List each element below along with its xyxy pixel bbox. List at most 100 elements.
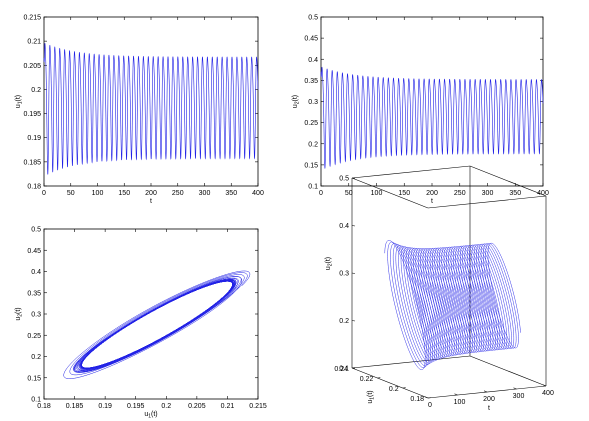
x-axis-label-main: u <box>144 411 148 418</box>
x-tick-label: 100 <box>92 190 104 197</box>
u2-tick <box>351 367 356 369</box>
phase-trajectory <box>63 270 251 379</box>
y-axis-label-main: u <box>15 104 22 108</box>
x-tick-label: 200 <box>145 190 157 197</box>
y-tick-label: 0.2 <box>308 141 318 148</box>
x-tick-label: 150 <box>118 190 130 197</box>
u2-axis-label: u2(t) <box>325 257 334 270</box>
x-axis-label: u1(t) <box>144 411 157 420</box>
x-tick-label: 300 <box>199 190 211 197</box>
y-axis-label-main: u <box>292 104 299 108</box>
t-tick-label: 300 <box>513 393 525 400</box>
x-tick-label: 0.2 <box>161 403 171 410</box>
u1-tick-label: 0.2 <box>389 386 399 393</box>
y-tick-label: 0.45 <box>304 36 318 43</box>
u2-tick-label: 0.3 <box>339 271 349 278</box>
y-axis-label: u2(t) <box>15 307 24 320</box>
y-tick-label: 0.2 <box>31 354 41 361</box>
x-tick-label: 0 <box>319 190 323 197</box>
x-tick-label: 50 <box>67 190 75 197</box>
y-tick-label: 0.4 <box>31 269 41 276</box>
y-axis-label: u2(t) <box>292 95 301 108</box>
y-axis-label-sub: 1 <box>18 101 24 104</box>
y-axis-label-sub: 2 <box>18 314 24 317</box>
u1-tick-label: 0.24 <box>334 366 348 373</box>
t-tick-label: 100 <box>454 399 466 406</box>
y-tick-label: 0.45 <box>27 248 41 255</box>
y-tick-label: 0.185 <box>23 159 41 166</box>
u1-tick-label: 0.22 <box>360 376 374 383</box>
x-tick-label: 0.19 <box>98 403 112 410</box>
y-axis-label-main: u <box>15 317 22 321</box>
y-tick-label: 0.15 <box>27 375 41 382</box>
series-line <box>320 66 544 170</box>
t-axis-label: t <box>488 405 490 412</box>
y-tick-label: 0.18 <box>27 184 41 191</box>
x-axis-label: t <box>431 198 433 205</box>
u2-tick <box>351 272 356 274</box>
x-tick-label: 0.185 <box>66 403 84 410</box>
y-tick-label: 0.2 <box>31 87 41 94</box>
x-tick-label: 0.18 <box>37 403 51 410</box>
x-tick-label: 350 <box>509 190 521 197</box>
x-tick-label: 0.215 <box>249 403 267 410</box>
t-tick <box>454 393 458 396</box>
panel-u2-time: 0 50 100 150 200 250 300 350 400 0.1 0.15 0.2 0.25 0.… <box>292 15 549 206</box>
t-tick <box>513 387 517 390</box>
u2-tick-label: 0.2 <box>339 318 349 325</box>
y-axis-label-sub: 2 <box>295 101 301 104</box>
y-tick-label: 0.5 <box>308 15 318 22</box>
y-tick-label: 0.215 <box>23 15 41 22</box>
x-tick-label: 400 <box>537 190 549 197</box>
u1-axis-label-tail: (t) <box>367 390 374 397</box>
x-tick-label: 150 <box>398 190 410 197</box>
y-tick-label: 0.25 <box>27 333 41 340</box>
box-edge <box>351 367 429 399</box>
u2-tick <box>351 177 356 179</box>
y-tick-label: 0.35 <box>304 78 318 85</box>
box-edge <box>351 355 471 369</box>
u2-axis-label-tail: (t) <box>325 257 332 264</box>
u1-axis-label-main: u <box>367 400 374 404</box>
x-tick-label: 350 <box>225 190 237 197</box>
x-tick-label: 100 <box>371 190 383 197</box>
y-tick-label: 0.1 <box>31 397 41 404</box>
y-axis-label-tail: (t) <box>292 95 299 102</box>
u2-tick-label: 0.1 <box>339 366 349 373</box>
y-axis-label-tail: (t) <box>15 307 22 314</box>
box-edge <box>427 195 547 209</box>
y-tick-label: 0.3 <box>308 99 318 106</box>
x-tick-label: 250 <box>172 190 184 197</box>
u1-axis-label-sub: 1 <box>370 397 376 400</box>
t-tick-label: 400 <box>542 390 554 397</box>
panel-u1-time: 0 50 100 150 200 250 300 350 400 0.18 0.185 0.19 0.1… <box>15 15 264 206</box>
x-axis-label-sub: 1 <box>148 414 151 420</box>
y-tick-label: 0.19 <box>27 135 41 142</box>
t-tick <box>424 396 429 399</box>
x-tick-label: 50 <box>345 190 353 197</box>
box-edge <box>469 165 547 197</box>
x-tick-label: 0 <box>42 190 46 197</box>
u2-tick <box>351 225 356 227</box>
box-edge <box>469 355 547 387</box>
u1-axis-label: u1(t) <box>367 390 376 403</box>
y-axis-label-tail: (t) <box>15 95 22 102</box>
series-line <box>43 42 259 175</box>
panel-phase-portrait: 0.18 0.185 0.19 0.195 0.2 0.205 0.21 0.2150.10.… <box>15 227 267 420</box>
y-axis-label: u1(t) <box>15 95 24 108</box>
box-edge <box>351 177 429 209</box>
y-tick-label: 0.35 <box>27 290 41 297</box>
y-tick-label: 0.5 <box>31 227 41 234</box>
y-tick-label: 0.21 <box>27 39 41 46</box>
x-axis-label: t <box>150 198 152 205</box>
u1-tick-label: 0.18 <box>410 396 424 403</box>
y-tick-label: 0.195 <box>23 111 41 118</box>
x-tick-label: 0.21 <box>221 403 235 410</box>
x-tick-label: 0.195 <box>127 403 145 410</box>
y-tick-label: 0.4 <box>308 57 318 64</box>
x-tick-label: 300 <box>482 190 494 197</box>
t-tick-label: 0 <box>428 402 432 409</box>
x-tick-label: 0.205 <box>188 403 206 410</box>
y-tick-label: 0.25 <box>304 120 318 127</box>
